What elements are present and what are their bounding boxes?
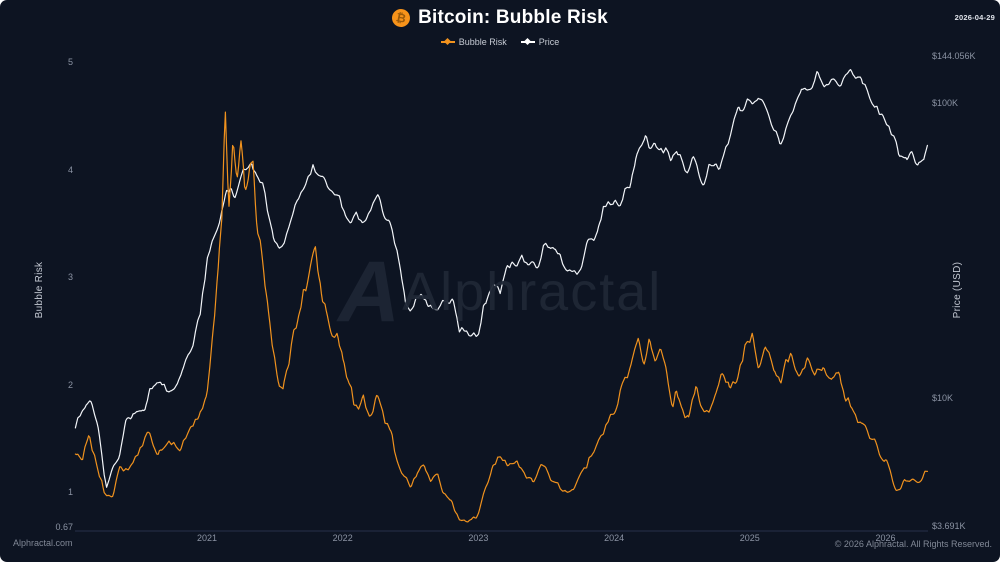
right-axis-title: Price (USD) xyxy=(952,261,963,319)
right-axis-tick: $10K xyxy=(932,393,954,403)
legend-label: Bubble Risk xyxy=(458,37,507,47)
x-axis-tick: 2024 xyxy=(604,533,625,543)
left-axis-tick: 0.67 xyxy=(55,522,73,533)
left-axis-tick: 5 xyxy=(67,57,73,67)
x-axis-tick: 2025 xyxy=(739,533,760,543)
x-axis-tick: 2022 xyxy=(332,533,353,543)
page-title: Bitcoin: Bubble Risk xyxy=(418,7,608,28)
legend: Bubble Risk Price xyxy=(0,37,1000,47)
bubble-risk-line xyxy=(74,111,929,523)
left-axis-tick: 2 xyxy=(67,379,73,390)
footer-copyright: © 2026 Alphractal. All Rights Reserved. xyxy=(834,539,992,549)
bubble-risk-marker-icon xyxy=(440,37,455,46)
legend-item-price[interactable]: Price xyxy=(520,37,560,47)
footer-site-link[interactable]: Alphractal.com xyxy=(13,538,73,548)
bitcoin-icon: ₿ xyxy=(390,7,412,29)
x-axis-tick: 2021 xyxy=(196,533,218,543)
price-marker-icon xyxy=(520,37,535,46)
left-axis-tick: 4 xyxy=(67,164,73,175)
right-axis-tick: $100K xyxy=(932,98,959,108)
chart-date: 2026-04-29 xyxy=(954,13,995,22)
legend-label: Price xyxy=(538,37,560,47)
title-row: ₿ Bitcoin: Bubble Risk xyxy=(0,7,1000,29)
left-axis-tick: 3 xyxy=(67,272,73,282)
right-axis-tick: $3.691K xyxy=(932,520,966,531)
right-axis-tick: $144.056K xyxy=(932,51,976,62)
price-line xyxy=(74,68,929,488)
left-axis-title: Bubble Risk xyxy=(34,261,45,319)
legend-item-bubble-risk[interactable]: Bubble Risk xyxy=(440,37,507,47)
left-axis-tick: 1 xyxy=(67,487,73,497)
x-axis-tick: 2023 xyxy=(468,533,489,543)
x-axis-tick: 2026 xyxy=(875,533,896,543)
